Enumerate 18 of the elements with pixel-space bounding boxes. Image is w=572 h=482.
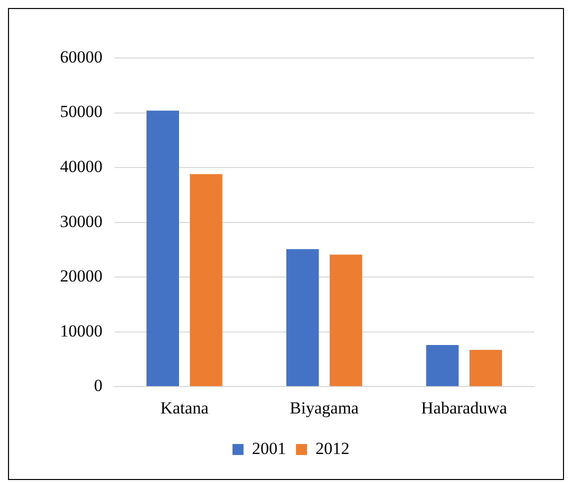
y-tick-label: 50000 [60,102,102,122]
y-tick-label: 40000 [60,157,102,176]
bar [146,110,179,386]
y-tick-label: 30000 [60,212,102,231]
bar [330,254,362,386]
bar [470,350,502,386]
y-tick-label: 10000 [60,321,102,340]
y-tick-label: 20000 [60,266,102,286]
x-tick-label: Biyagama [290,398,360,418]
bar [190,174,222,386]
legend-label: 2001 [252,438,286,458]
bar [286,249,319,386]
x-tick-label: Habaraduwa [421,398,508,418]
y-tick-label: 60000 [60,47,102,66]
bar [426,344,459,386]
x-tick-label: Katana [160,398,209,418]
legend-label: 2012 [316,438,350,458]
y-tick-label: 0 [94,376,102,396]
